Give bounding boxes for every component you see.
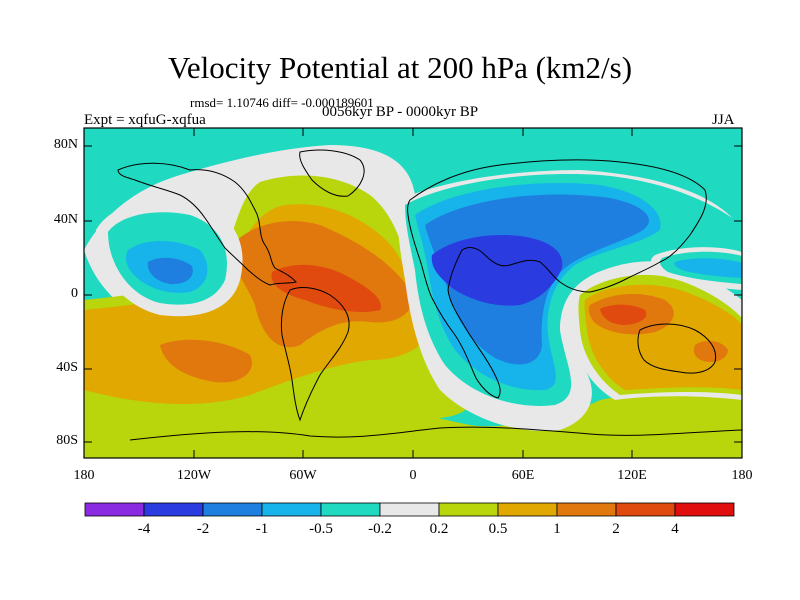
coastlines [117,149,742,441]
colorbar-label-1: -4 [137,521,151,537]
colorbar-swatch [202,502,263,517]
coast-eurasia-africa [407,159,707,399]
period-label: 0056kyr BP - 0000kyr BP [322,104,479,120]
colorbar-label-8: 1 [553,521,561,537]
contour-field [84,128,742,458]
coast-south-america [280,287,350,422]
south-pacific-orange-blob [160,339,252,383]
colorbar-label-5: -0.2 [368,521,392,537]
lat-label-eq: 0 [71,286,78,301]
colorbar-swatch [143,502,204,517]
colorbar-label-4: -0.5 [309,521,333,537]
americas-red-core [271,264,381,312]
southwest-pacific-blob [693,340,728,362]
north-pacific-negative-core [674,258,742,278]
coast-antarctica [129,426,742,441]
lon-label-60e: 60E [511,468,535,483]
lat-label-40s: 40S [56,360,78,375]
stats-label: rmsd= 1.10746 diff= -0.000189601 [190,95,374,110]
pacific-negative-core [147,257,193,285]
season-label: JJA [712,112,735,128]
lat-label-40n: 40N [53,212,78,227]
lon-label-120w: 120W [176,468,212,483]
maritime-positive-core [600,304,647,325]
colorbar-swatch [379,502,440,517]
colorbar-swatch [674,502,735,517]
lat-label-80n: 80N [53,137,78,152]
lon-label-180e: 180 [731,468,753,483]
colorbar-label-10: 4 [671,521,679,537]
experiment-label: Expt = xqfuG-xqfua [84,112,206,128]
colorbar-swatch [84,502,145,517]
lon-label-60w: 60W [289,468,317,483]
lon-label-180w: 180 [73,468,95,483]
colorbar-swatch [438,502,499,517]
colorbar-label-2: -2 [196,521,210,537]
lat-label-80s: 80S [56,433,78,448]
colorbar-swatch [261,502,322,517]
colorbar-swatch [615,502,676,517]
coast-north-america [117,162,297,286]
colorbar-label-9: 2 [612,521,620,537]
coast-australia [637,323,717,374]
lon-ticks [83,128,743,458]
colorbar-label-7: 0.5 [488,521,508,537]
colorbar-swatch [320,502,381,517]
colorbar-swatch [497,502,558,517]
lon-label-120e: 120E [617,468,647,483]
colorbar [84,502,735,517]
africa-negative-core [431,234,563,306]
coast-greenland [299,149,365,197]
colorbar-swatch [556,502,617,517]
colorbar-label-6: 0.2 [429,521,449,537]
lon-label-0: 0 [409,468,417,483]
map-title: Velocity Potential at 200 hPa (km2/s) [167,50,633,85]
lat-ticks [84,145,742,443]
colorbar-label-3: -1 [255,521,269,537]
